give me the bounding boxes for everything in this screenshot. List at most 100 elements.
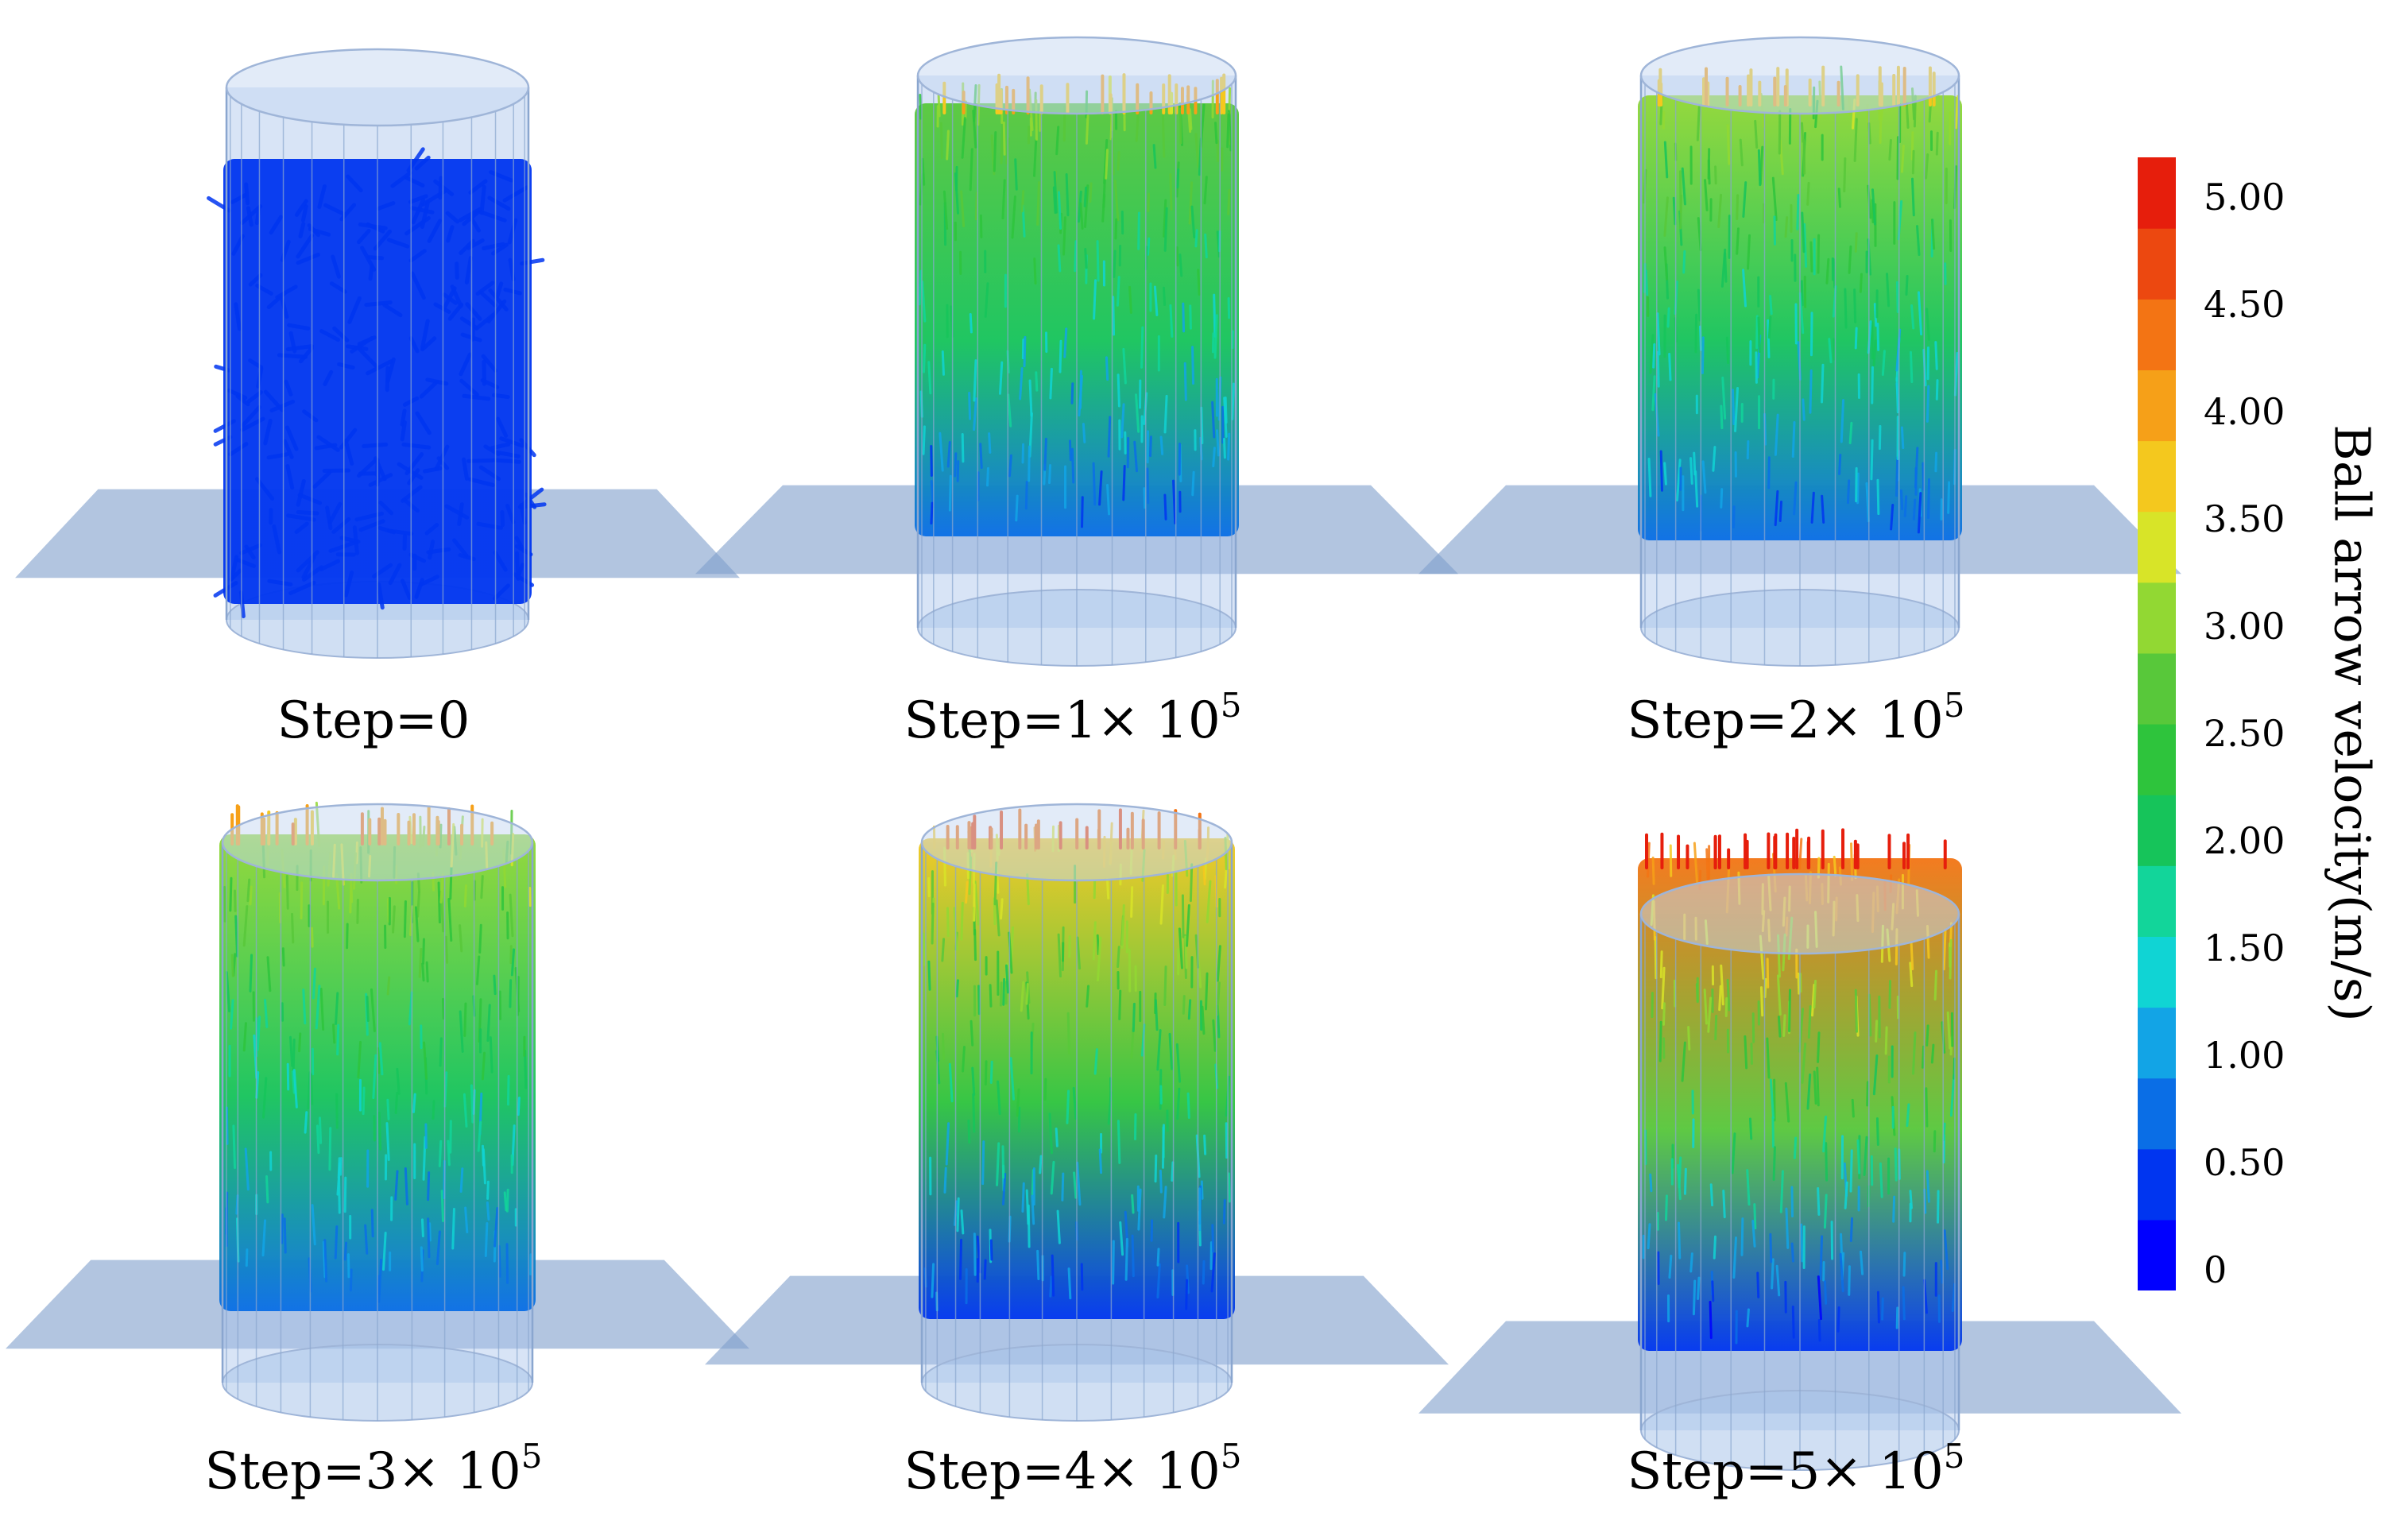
- velocity-arrow: [451, 1207, 455, 1250]
- velocity-arrow: [1000, 898, 1004, 920]
- velocity-arrow: [1169, 304, 1174, 338]
- velocity-arrow: [1899, 489, 1904, 511]
- velocity-arrow: [491, 458, 521, 464]
- velocity-arrow: [941, 1032, 946, 1061]
- velocity-arrow: [1098, 1148, 1103, 1174]
- velocity-arrow: [946, 130, 950, 161]
- velocity-arrow: [1734, 387, 1740, 432]
- velocity-arrow: [1933, 969, 1938, 1001]
- colorbar-segment: [2138, 370, 2176, 442]
- velocity-arrow: [1905, 275, 1909, 296]
- velocity-arrow: [288, 1035, 294, 1067]
- cylinder-wall-lines: [1644, 83, 1956, 666]
- velocity-arrow: [1223, 397, 1228, 438]
- velocity-arrow: [1866, 1081, 1869, 1107]
- velocity-arrow: [275, 284, 298, 300]
- velocity-arrow: [1083, 186, 1088, 207]
- velocity-arrow: [1043, 437, 1047, 471]
- cylinder-wall-lines: [925, 850, 1229, 1421]
- velocity-arrow: [1057, 191, 1062, 230]
- velocity-arrow: [249, 885, 253, 906]
- velocity-arrow: [493, 974, 497, 996]
- velocity-arrow: [1851, 1098, 1855, 1118]
- velocity-arrow: [1176, 1087, 1181, 1120]
- velocity-arrow: [307, 1071, 312, 1110]
- velocity-arrow: [459, 1167, 464, 1193]
- velocity-arrow: [1946, 1011, 1952, 1050]
- velocity-arrow: [358, 519, 385, 532]
- velocity-arrow: [1775, 1264, 1781, 1297]
- cylinder-top: [1639, 873, 1960, 955]
- velocity-arrow: [1204, 972, 1209, 1011]
- velocity-arrow: [1665, 1194, 1668, 1221]
- velocity-arrow: [1879, 120, 1883, 145]
- velocity-arrow: [1073, 1171, 1078, 1199]
- velocity-arrow: [1131, 1194, 1135, 1214]
- velocity-arrow: [1797, 972, 1801, 995]
- velocity-arrow: [420, 319, 430, 350]
- panel-step-5: [1418, 828, 2181, 1471]
- velocity-arrow: [506, 1074, 510, 1106]
- velocity-arrow: [1701, 336, 1705, 374]
- velocity-arrow: [1707, 996, 1713, 1033]
- velocity-arrow: [1056, 1209, 1061, 1244]
- velocity-arrow: [1704, 179, 1709, 211]
- velocity-arrow: [496, 416, 509, 438]
- velocity-arrow: [1658, 1020, 1662, 1062]
- velocity-arrow: [1884, 1026, 1888, 1055]
- velocity-arrow: [1116, 276, 1120, 307]
- velocity-arrow: [1203, 1134, 1207, 1155]
- velocity-arrow: [249, 954, 254, 992]
- velocity-arrow: [378, 500, 394, 516]
- velocity-arrow: [1105, 878, 1110, 900]
- velocity-arrow: [419, 575, 439, 587]
- velocity-arrow: [481, 1051, 486, 1081]
- velocity-arrow: [969, 312, 973, 334]
- velocity-arrow: [1746, 1308, 1750, 1328]
- velocity-arrow: [331, 254, 341, 279]
- velocity-arrow: [323, 370, 334, 386]
- colorbar-tick-4-50: 4.50: [2204, 283, 2285, 326]
- velocity-arrow: [941, 938, 946, 962]
- velocity-arrow: [1774, 413, 1779, 456]
- velocity-arrow: [287, 323, 311, 331]
- velocity-arrow: [281, 1213, 284, 1244]
- velocity-arrow: [1769, 295, 1773, 315]
- velocity-arrow: [1856, 472, 1860, 505]
- velocity-arrow: [464, 255, 473, 284]
- velocity-arrow: [1147, 192, 1150, 212]
- velocity-arrow: [946, 440, 951, 468]
- velocity-arrow: [323, 203, 346, 216]
- colorbar-tick-5-00: 5.00: [2204, 176, 2285, 219]
- velocity-arrow: [1105, 356, 1109, 381]
- velocity-arrow: [971, 1066, 976, 1096]
- velocity-arrow: [1681, 1041, 1686, 1082]
- velocity-arrow: [1933, 1130, 1937, 1153]
- velocity-arrow: [445, 211, 460, 224]
- velocity-arrow: [1078, 374, 1083, 417]
- velocity-arrow: [1930, 219, 1936, 250]
- velocity-arrow: [241, 404, 261, 428]
- velocity-arrow: [463, 1002, 467, 1037]
- velocity-arrow: [1940, 1259, 1944, 1284]
- velocity-arrow: [1023, 335, 1027, 368]
- velocity-arrow: [943, 1167, 947, 1194]
- velocity-arrow: [1021, 1182, 1025, 1213]
- velocity-arrow: [352, 525, 359, 555]
- velocity-arrow: [1663, 246, 1669, 281]
- velocity-arrow: [1849, 1217, 1853, 1242]
- velocity-arrow: [269, 215, 284, 235]
- velocity-arrow: [945, 1122, 950, 1166]
- velocity-arrow: [954, 172, 959, 215]
- velocity-arrow: [414, 906, 420, 942]
- velocity-arrow: [1202, 865, 1206, 886]
- velocity-arrow: [343, 1176, 347, 1213]
- velocity-arrow: [267, 578, 293, 586]
- velocity-arrow: [1651, 857, 1655, 885]
- velocity-arrow: [424, 523, 439, 536]
- velocity-arrow: [335, 992, 339, 1025]
- velocity-arrow: [1925, 385, 1930, 423]
- velocity-arrow: [503, 287, 522, 296]
- panel-step-2: [1418, 36, 2181, 667]
- velocity-arrow: [366, 996, 370, 1022]
